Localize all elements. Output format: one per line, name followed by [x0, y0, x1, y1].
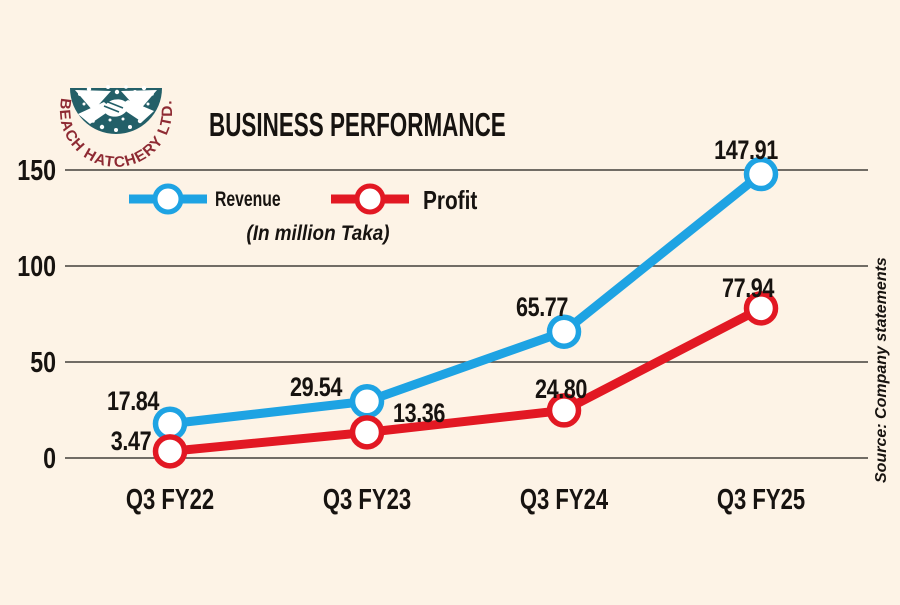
unit-note: (In million Taka) [246, 222, 390, 245]
x-tick-label: Q3 FY23 [323, 484, 411, 516]
company-logo: BEACH HATCHERY LTD. [56, 85, 175, 171]
profit-value-label: 24.80 [535, 375, 587, 405]
revenue-value-label: 29.54 [290, 373, 343, 403]
x-tick-label: Q3 FY24 [520, 484, 609, 516]
revenue-line [165, 169, 766, 429]
logo-left-wedge [75, 90, 111, 111]
profit-value-label: 13.36 [393, 399, 445, 429]
revenue-value-label: 147.91 [714, 136, 778, 166]
legend-revenue-marker [129, 183, 207, 215]
revenue-point-3 [743, 156, 779, 192]
logo-bubbles [78, 85, 154, 132]
revenue-point-0 [152, 406, 188, 441]
profit-point-2 [546, 393, 582, 428]
y-tick-label: 150 [17, 153, 56, 186]
legend-profit-label: Profit [423, 185, 478, 215]
x-tick-label: Q3 FY22 [126, 484, 214, 516]
revenue-point-1 [349, 384, 385, 419]
legend-profit-marker [331, 183, 409, 215]
revenue-point-2 [546, 314, 582, 349]
y-tick-label: 50 [30, 345, 56, 378]
revenue-value-label: 65.77 [516, 293, 568, 323]
profit-line [165, 303, 766, 456]
legend-revenue-label: Revenue [215, 188, 281, 211]
revenue-value-label: 17.84 [107, 387, 160, 417]
profit-point-3 [743, 291, 779, 326]
logo-right-wedge [121, 90, 157, 111]
x-tick-label: Q3 FY25 [717, 484, 805, 516]
chart-title: BUSINESS PERFORMANCE [209, 106, 506, 143]
profit-point-1 [349, 415, 385, 450]
profit-value-label: 3.47 [111, 427, 151, 457]
profit-value-label: 77.94 [722, 274, 775, 304]
handshake-icon [78, 99, 154, 124]
y-tick-label: 100 [17, 249, 56, 282]
y-tick-label: 0 [43, 441, 56, 474]
profit-point-0 [152, 434, 188, 469]
